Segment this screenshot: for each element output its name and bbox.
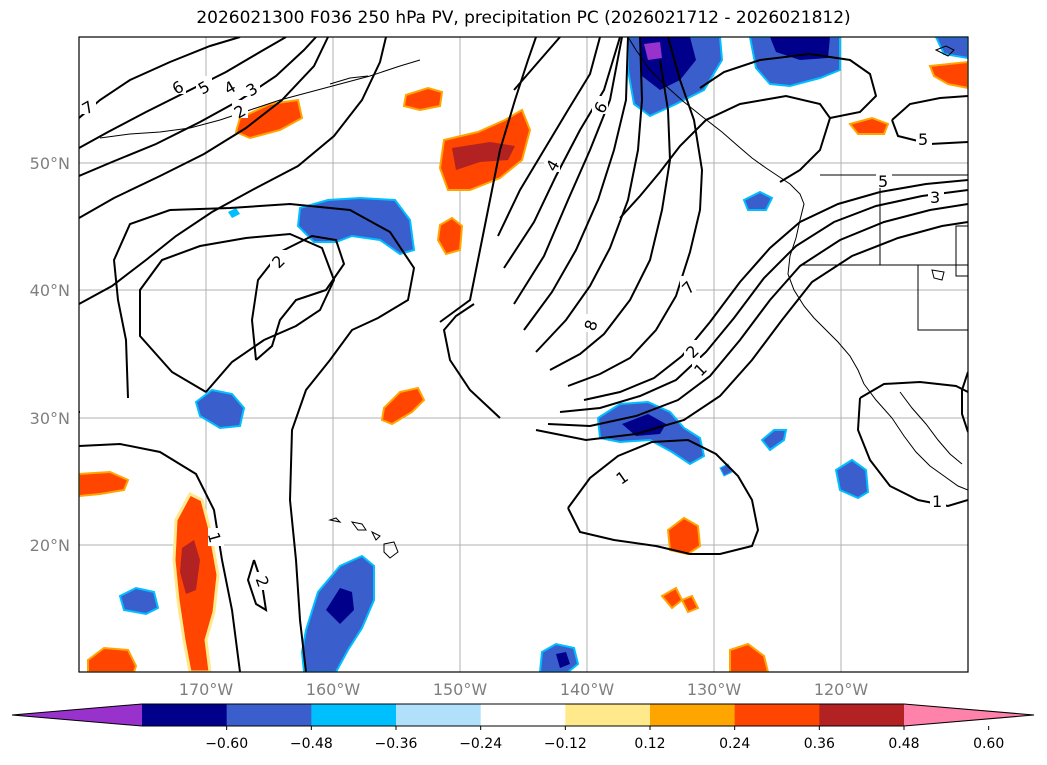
contour-label: 1 [932,492,942,511]
colorbar-tick-label: 0.60 [973,736,1004,752]
positive-pc-fields [79,60,968,672]
lon-label: 120°W [814,680,869,699]
colorbar-tick-label: −0.36 [375,736,418,752]
colorbar-swatch [226,704,312,726]
pv-contours [79,37,968,672]
colorbar-swatch [480,704,566,726]
contour-label: 5 [878,172,888,191]
contour-label-group: 7 6 5 4 3 2 6 4 2 8 7 2 1 5 [79,76,946,590]
contour-label: 3 [930,188,940,207]
colorbar-tick-label: 0.12 [634,736,665,752]
colorbar-outline [11,703,1035,727]
lon-label: 160°W [306,680,361,699]
lat-label: 50°N [30,154,70,173]
colorbar-tick-label: 0.24 [719,736,750,752]
page-title: 2026021300 F036 250 hPa PV, precipitatio… [196,8,851,28]
colorbar-tick-label: −0.48 [290,736,333,752]
colorbar-tick-label: 0.48 [888,736,919,752]
colorbar-extend-high [904,704,1034,726]
lon-label: 170°W [179,680,234,699]
colorbar-tick-label: −0.12 [544,736,587,752]
colorbar-tick-label: 0.36 [804,736,835,752]
colorbar: −0.60 −0.48 −0.36 −0.24 −0.12 0.12 0.24 0.36 0.4… [11,703,1035,752]
colorbar-swatch [650,704,736,726]
colorbar-extend-low [12,704,142,726]
latitude-labels: 50°N 40°N 30°N 20°N [30,154,70,555]
lat-label: 40°N [30,281,70,300]
colorbar-swatch [311,704,397,726]
colorbar-swatch [734,704,820,726]
colorbar-swatch [565,704,651,726]
lat-label: 20°N [30,536,70,555]
contour-label: 5 [918,130,928,149]
colorbar-swatch [396,704,482,726]
negative-pc-fields [118,37,968,672]
colorbar-tick-label: −0.24 [459,736,502,752]
coastlines [99,37,968,559]
colorbar-tick-label: −0.60 [205,736,248,752]
lon-label: 150°W [433,680,488,699]
lat-label: 30°N [30,409,70,428]
lon-label: 140°W [560,680,615,699]
map-frame [78,36,969,673]
colorbar-swatch [819,704,905,726]
lon-label: 130°W [687,680,742,699]
colorbar-swatch [142,704,228,726]
longitude-labels: 170°W 160°W 150°W 140°W 130°W 120°W [179,680,869,699]
contour-label: 1 [204,530,225,545]
